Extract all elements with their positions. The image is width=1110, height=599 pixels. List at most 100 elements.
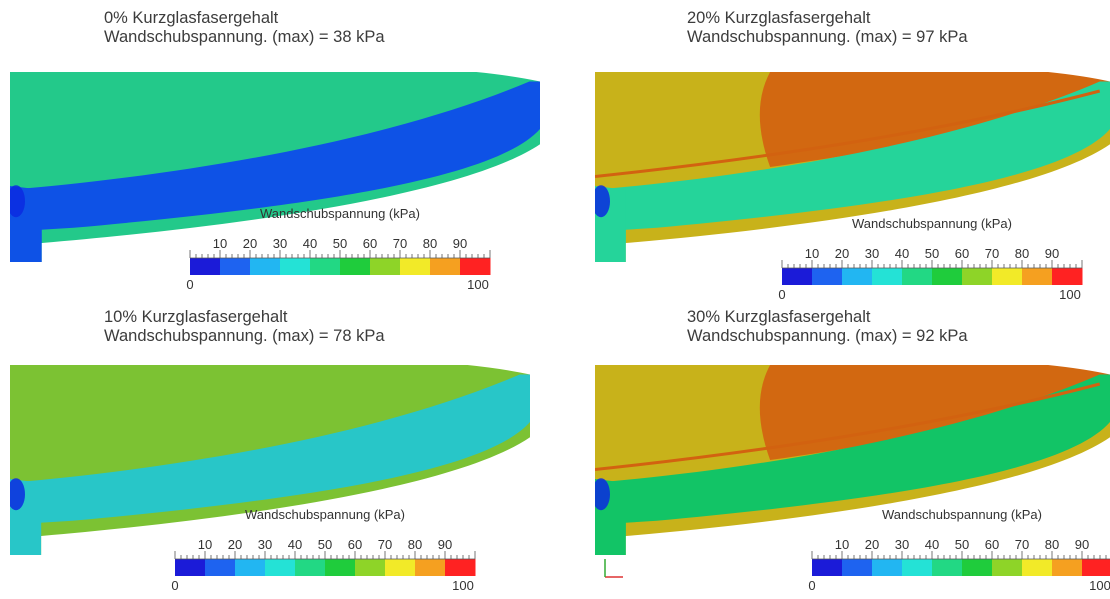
legend-tick-label: 70 bbox=[393, 236, 407, 251]
legend-tick-label: 10 bbox=[213, 236, 227, 251]
legend-color-segment bbox=[932, 559, 963, 576]
legend-tick-label: 70 bbox=[1015, 537, 1029, 552]
legend-color-segment bbox=[205, 559, 236, 576]
legend-color-segment bbox=[460, 258, 491, 275]
panel-title: 0% Kurzglasfasergehalt Wandschubspannung… bbox=[104, 9, 385, 47]
legend-tick-label: 20 bbox=[865, 537, 879, 552]
legend-scale: 10 20 30 40 50 60 70 80 90 0 100 bbox=[778, 246, 1083, 302]
legend-tick-label: 80 bbox=[1015, 246, 1029, 261]
legend-tick-label: 10 bbox=[198, 537, 212, 552]
legend-tick-label: 20 bbox=[228, 537, 242, 552]
legend-color-segment bbox=[340, 258, 371, 275]
legend-min-label: 0 bbox=[171, 578, 178, 593]
shear-stress-contour bbox=[595, 365, 1110, 555]
legend-tick-label: 40 bbox=[303, 236, 317, 251]
fiber-content-label: 30% Kurzglasfasergehalt bbox=[687, 308, 871, 326]
corner-cut bbox=[1048, 365, 1110, 375]
legend-title: Wandschubspannung (kPa) bbox=[245, 507, 405, 522]
legend-tick-label: 80 bbox=[423, 236, 437, 251]
legend-min-label: 0 bbox=[186, 277, 193, 292]
shear-stress-contour bbox=[10, 365, 530, 555]
legend-tick-label: 70 bbox=[378, 537, 392, 552]
legend-tick-label: 40 bbox=[895, 246, 909, 261]
legend-color-segment bbox=[1052, 559, 1083, 576]
max-shear-label: Wandschubspannung. (max) = 97 kPa bbox=[687, 28, 968, 46]
legend-tick-label: 60 bbox=[985, 537, 999, 552]
legend-max-label: 100 bbox=[467, 277, 489, 292]
high-shear-line bbox=[595, 89, 1101, 178]
max-shear-label: Wandschubspannung. (max) = 92 kPa bbox=[687, 327, 968, 345]
wall-band bbox=[595, 374, 1110, 525]
legend-tick-label: 90 bbox=[453, 236, 467, 251]
legend-color-segment bbox=[250, 258, 281, 275]
legend-color-segment bbox=[280, 258, 311, 275]
legend-color-segment bbox=[445, 559, 476, 576]
shear-stress-contour bbox=[595, 72, 1110, 262]
max-shear-label: Wandschubspannung. (max) = 38 kPa bbox=[104, 28, 385, 46]
wall-band bbox=[595, 81, 1110, 232]
legend-color-segment bbox=[962, 268, 993, 285]
legend-color-segment bbox=[235, 559, 266, 576]
legend-tick-label: 80 bbox=[408, 537, 422, 552]
legend-color-segment bbox=[992, 559, 1023, 576]
legend-color-segment bbox=[310, 258, 341, 275]
legend-color-segment bbox=[415, 559, 446, 576]
legend-color-segment bbox=[1022, 268, 1053, 285]
legend-color-segment bbox=[355, 559, 386, 576]
fiber-content-label: 20% Kurzglasfasergehalt bbox=[687, 9, 871, 27]
legend-color-segment bbox=[430, 258, 461, 275]
legend-color-segment bbox=[385, 559, 416, 576]
legend-color-segment bbox=[842, 268, 873, 285]
legend-min-label: 0 bbox=[778, 287, 785, 302]
legend-scale: 10 20 30 40 50 60 70 80 90 0 100 bbox=[186, 236, 491, 292]
legend-tick-label: 60 bbox=[955, 246, 969, 261]
legend-tick-label: 30 bbox=[273, 236, 287, 251]
gate-hotspot bbox=[595, 478, 610, 511]
panel-20pct: 20% Kurzglasfasergehalt Wandschubspannun… bbox=[555, 0, 1110, 302]
mold-outline-cut bbox=[625, 144, 1110, 262]
legend-color-segment bbox=[295, 559, 326, 576]
legend-color-segment bbox=[842, 559, 873, 576]
axes-triad-icon bbox=[601, 555, 627, 581]
legend-color-segment bbox=[782, 268, 813, 285]
legend-tick-label: 40 bbox=[925, 537, 939, 552]
legend-color-segment bbox=[400, 258, 431, 275]
panel-10pct: 10% Kurzglasfasergehalt Wandschubspannun… bbox=[0, 299, 555, 599]
legend-color-segment bbox=[872, 268, 903, 285]
legend-color-segment bbox=[1022, 559, 1053, 576]
legend-tick-label: 30 bbox=[258, 537, 272, 552]
corner-cut bbox=[476, 72, 540, 82]
color-legend: Wandschubspannung (kPa) 10 20 30 40 50 60 70 80… bbox=[808, 507, 1110, 593]
legend-tick-label: 80 bbox=[1045, 537, 1059, 552]
color-legend: Wandschubspannung (kPa) 10 20 30 40 50 60 70 80… bbox=[171, 507, 476, 593]
mold-outline-cut bbox=[41, 144, 540, 262]
legend-color-segment bbox=[1052, 268, 1083, 285]
wall-band bbox=[10, 374, 530, 525]
legend-tick-label: 90 bbox=[438, 537, 452, 552]
legend-tick-label: 60 bbox=[348, 537, 362, 552]
mold-outline-cut bbox=[625, 437, 1110, 555]
legend-color-segment bbox=[370, 258, 401, 275]
legend-max-label: 100 bbox=[1059, 287, 1081, 302]
legend-scale: 10 20 30 40 50 60 70 80 90 0 100 bbox=[171, 537, 476, 593]
gate-hotspot bbox=[10, 478, 25, 511]
legend-tick-label: 50 bbox=[318, 537, 332, 552]
legend-tick-label: 20 bbox=[243, 236, 257, 251]
legend-tick-label: 90 bbox=[1045, 246, 1059, 261]
legend-color-segment bbox=[190, 258, 221, 275]
legend-tick-label: 50 bbox=[333, 236, 347, 251]
legend-color-segment bbox=[265, 559, 296, 576]
legend-color-segment bbox=[325, 559, 356, 576]
legend-color-segment bbox=[932, 268, 963, 285]
legend-color-segment bbox=[1082, 559, 1110, 576]
panel-0pct: 0% Kurzglasfasergehalt Wandschubspannung… bbox=[0, 0, 555, 300]
legend-color-segment bbox=[902, 268, 933, 285]
legend-max-label: 100 bbox=[452, 578, 474, 593]
legend-color-segment bbox=[872, 559, 903, 576]
wall-band bbox=[10, 81, 540, 232]
max-shear-label: Wandschubspannung. (max) = 78 kPa bbox=[104, 327, 385, 345]
legend-tick-label: 20 bbox=[835, 246, 849, 261]
corner-cut bbox=[467, 365, 530, 375]
panel-30pct: 30% Kurzglasfasergehalt Wandschubspannun… bbox=[555, 299, 1110, 599]
legend-color-segment bbox=[902, 559, 933, 576]
